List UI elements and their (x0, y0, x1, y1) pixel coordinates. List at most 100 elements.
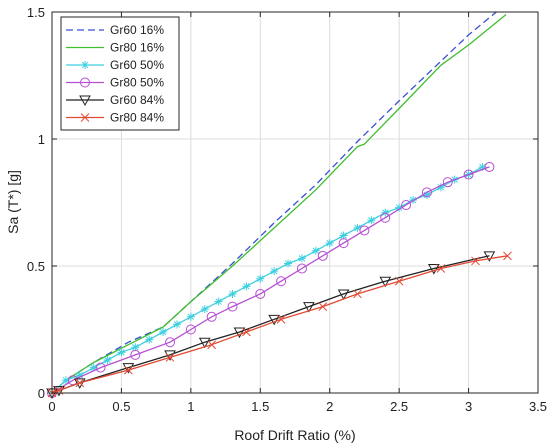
x-tick-label: 2 (326, 399, 333, 414)
circle-marker (380, 212, 391, 223)
y-tick-label: 0.5 (27, 259, 45, 274)
circle-marker (338, 238, 349, 249)
asterisk-marker (339, 231, 348, 240)
circle-marker (463, 169, 474, 180)
circle-marker (317, 250, 328, 261)
x-marker (503, 251, 512, 261)
asterisk-marker (186, 312, 195, 321)
legend-label: Gr60 50% (110, 58, 164, 72)
asterisk-marker (89, 363, 98, 372)
series-line (51, 13, 507, 394)
legend-label: Gr60 16% (110, 23, 164, 37)
triangle-marker (428, 264, 440, 275)
asterisk-marker (75, 371, 84, 380)
triangle-marker (79, 95, 91, 107)
asterisk-marker (325, 239, 334, 248)
asterisk-marker (200, 305, 209, 314)
asterisk-marker (478, 162, 487, 171)
asterisk-marker (436, 183, 445, 192)
asterisk-marker (297, 254, 306, 263)
asterisk-marker (256, 274, 265, 283)
asterisk-marker (395, 203, 404, 212)
asterisk-marker (131, 343, 140, 352)
x-tick-label: 2.5 (390, 399, 408, 414)
legend-entry: Gr80 50% (66, 76, 164, 90)
x-axis-title: Roof Drift Ratio (%) (234, 427, 355, 443)
x-tick-label: 0 (48, 399, 55, 414)
circle-marker (165, 337, 176, 348)
circle-marker (95, 362, 106, 373)
asterisk-marker (409, 195, 418, 204)
asterisk-marker (228, 289, 237, 298)
x-marker (165, 353, 175, 362)
x-marker (124, 365, 133, 375)
series-3 (48, 162, 487, 397)
x-tick-label: 3.5 (529, 399, 547, 414)
y-axis-title: Sa (T*) [g] (5, 170, 21, 234)
asterisk-marker (214, 297, 223, 306)
circle-marker (255, 288, 266, 299)
asterisk-marker (284, 259, 293, 268)
circle-marker (185, 324, 196, 335)
x-marker (436, 264, 446, 273)
series-line (51, 166, 490, 394)
asterisk-marker (61, 376, 70, 385)
circle-marker (359, 225, 370, 236)
asterisk-marker (145, 335, 154, 344)
asterisk-marker (422, 190, 431, 199)
x-marker (353, 289, 362, 299)
asterisk-marker (81, 61, 89, 69)
y-tick-label: 1 (38, 132, 45, 147)
asterisk-marker (367, 216, 376, 225)
circle-marker (80, 77, 90, 88)
x-marker (394, 276, 404, 286)
circle-marker (227, 301, 238, 312)
triangle-marker (337, 289, 350, 300)
legend-entry: Gr80 84% (66, 111, 164, 125)
x-marker (471, 256, 480, 266)
y-tick-label: 0 (38, 386, 45, 401)
series-2 (51, 13, 507, 394)
legend-label: Gr60 84% (110, 93, 164, 107)
x-marker (276, 314, 286, 324)
asterisk-marker (270, 267, 279, 276)
legend-entry: Gr60 84% (66, 93, 164, 107)
circle-marker (401, 200, 412, 211)
asterisk-marker (311, 246, 320, 255)
circle-marker (206, 311, 217, 322)
triangle-marker (198, 337, 211, 349)
series-4 (47, 161, 495, 398)
series-layer (46, 11, 512, 400)
triangle-marker (303, 302, 315, 313)
axis-ticks: 0 0.5 1 1.5 2 2.5 3 3.5 0 0.5 1 1.5 (27, 5, 547, 414)
x-tick-label: 1.5 (251, 399, 269, 414)
legend-label: Gr80 84% (110, 111, 164, 125)
x-marker (80, 113, 90, 122)
x-marker (242, 327, 251, 337)
legend-entry: Gr60 50% (66, 58, 164, 72)
x-tick-label: 0.5 (112, 399, 130, 414)
triangle-marker (268, 314, 281, 326)
y-tick-label: 1.5 (27, 5, 45, 20)
asterisk-marker (353, 223, 362, 232)
circle-marker (130, 349, 141, 360)
x-tick-label: 1 (187, 399, 194, 414)
asterisk-marker (381, 208, 390, 217)
circle-marker (296, 263, 307, 274)
asterisk-marker (103, 355, 112, 364)
asterisk-marker (242, 282, 251, 291)
circle-marker (276, 276, 287, 287)
legend-entry: Gr60 16% (66, 23, 164, 37)
x-marker (207, 340, 217, 350)
legend: Gr60 16% Gr80 16% Gr60 50% Gr80 50% Gr60 84%… (60, 16, 180, 131)
legend-label: Gr80 16% (110, 41, 164, 55)
x-marker (318, 302, 328, 311)
asterisk-marker (172, 320, 181, 329)
asterisk-marker (159, 328, 168, 337)
triangle-marker (379, 276, 392, 288)
x-marker (75, 378, 85, 388)
asterisk-marker (117, 348, 126, 357)
x-tick-label: 3 (465, 399, 472, 414)
plot-frame (51, 11, 539, 394)
